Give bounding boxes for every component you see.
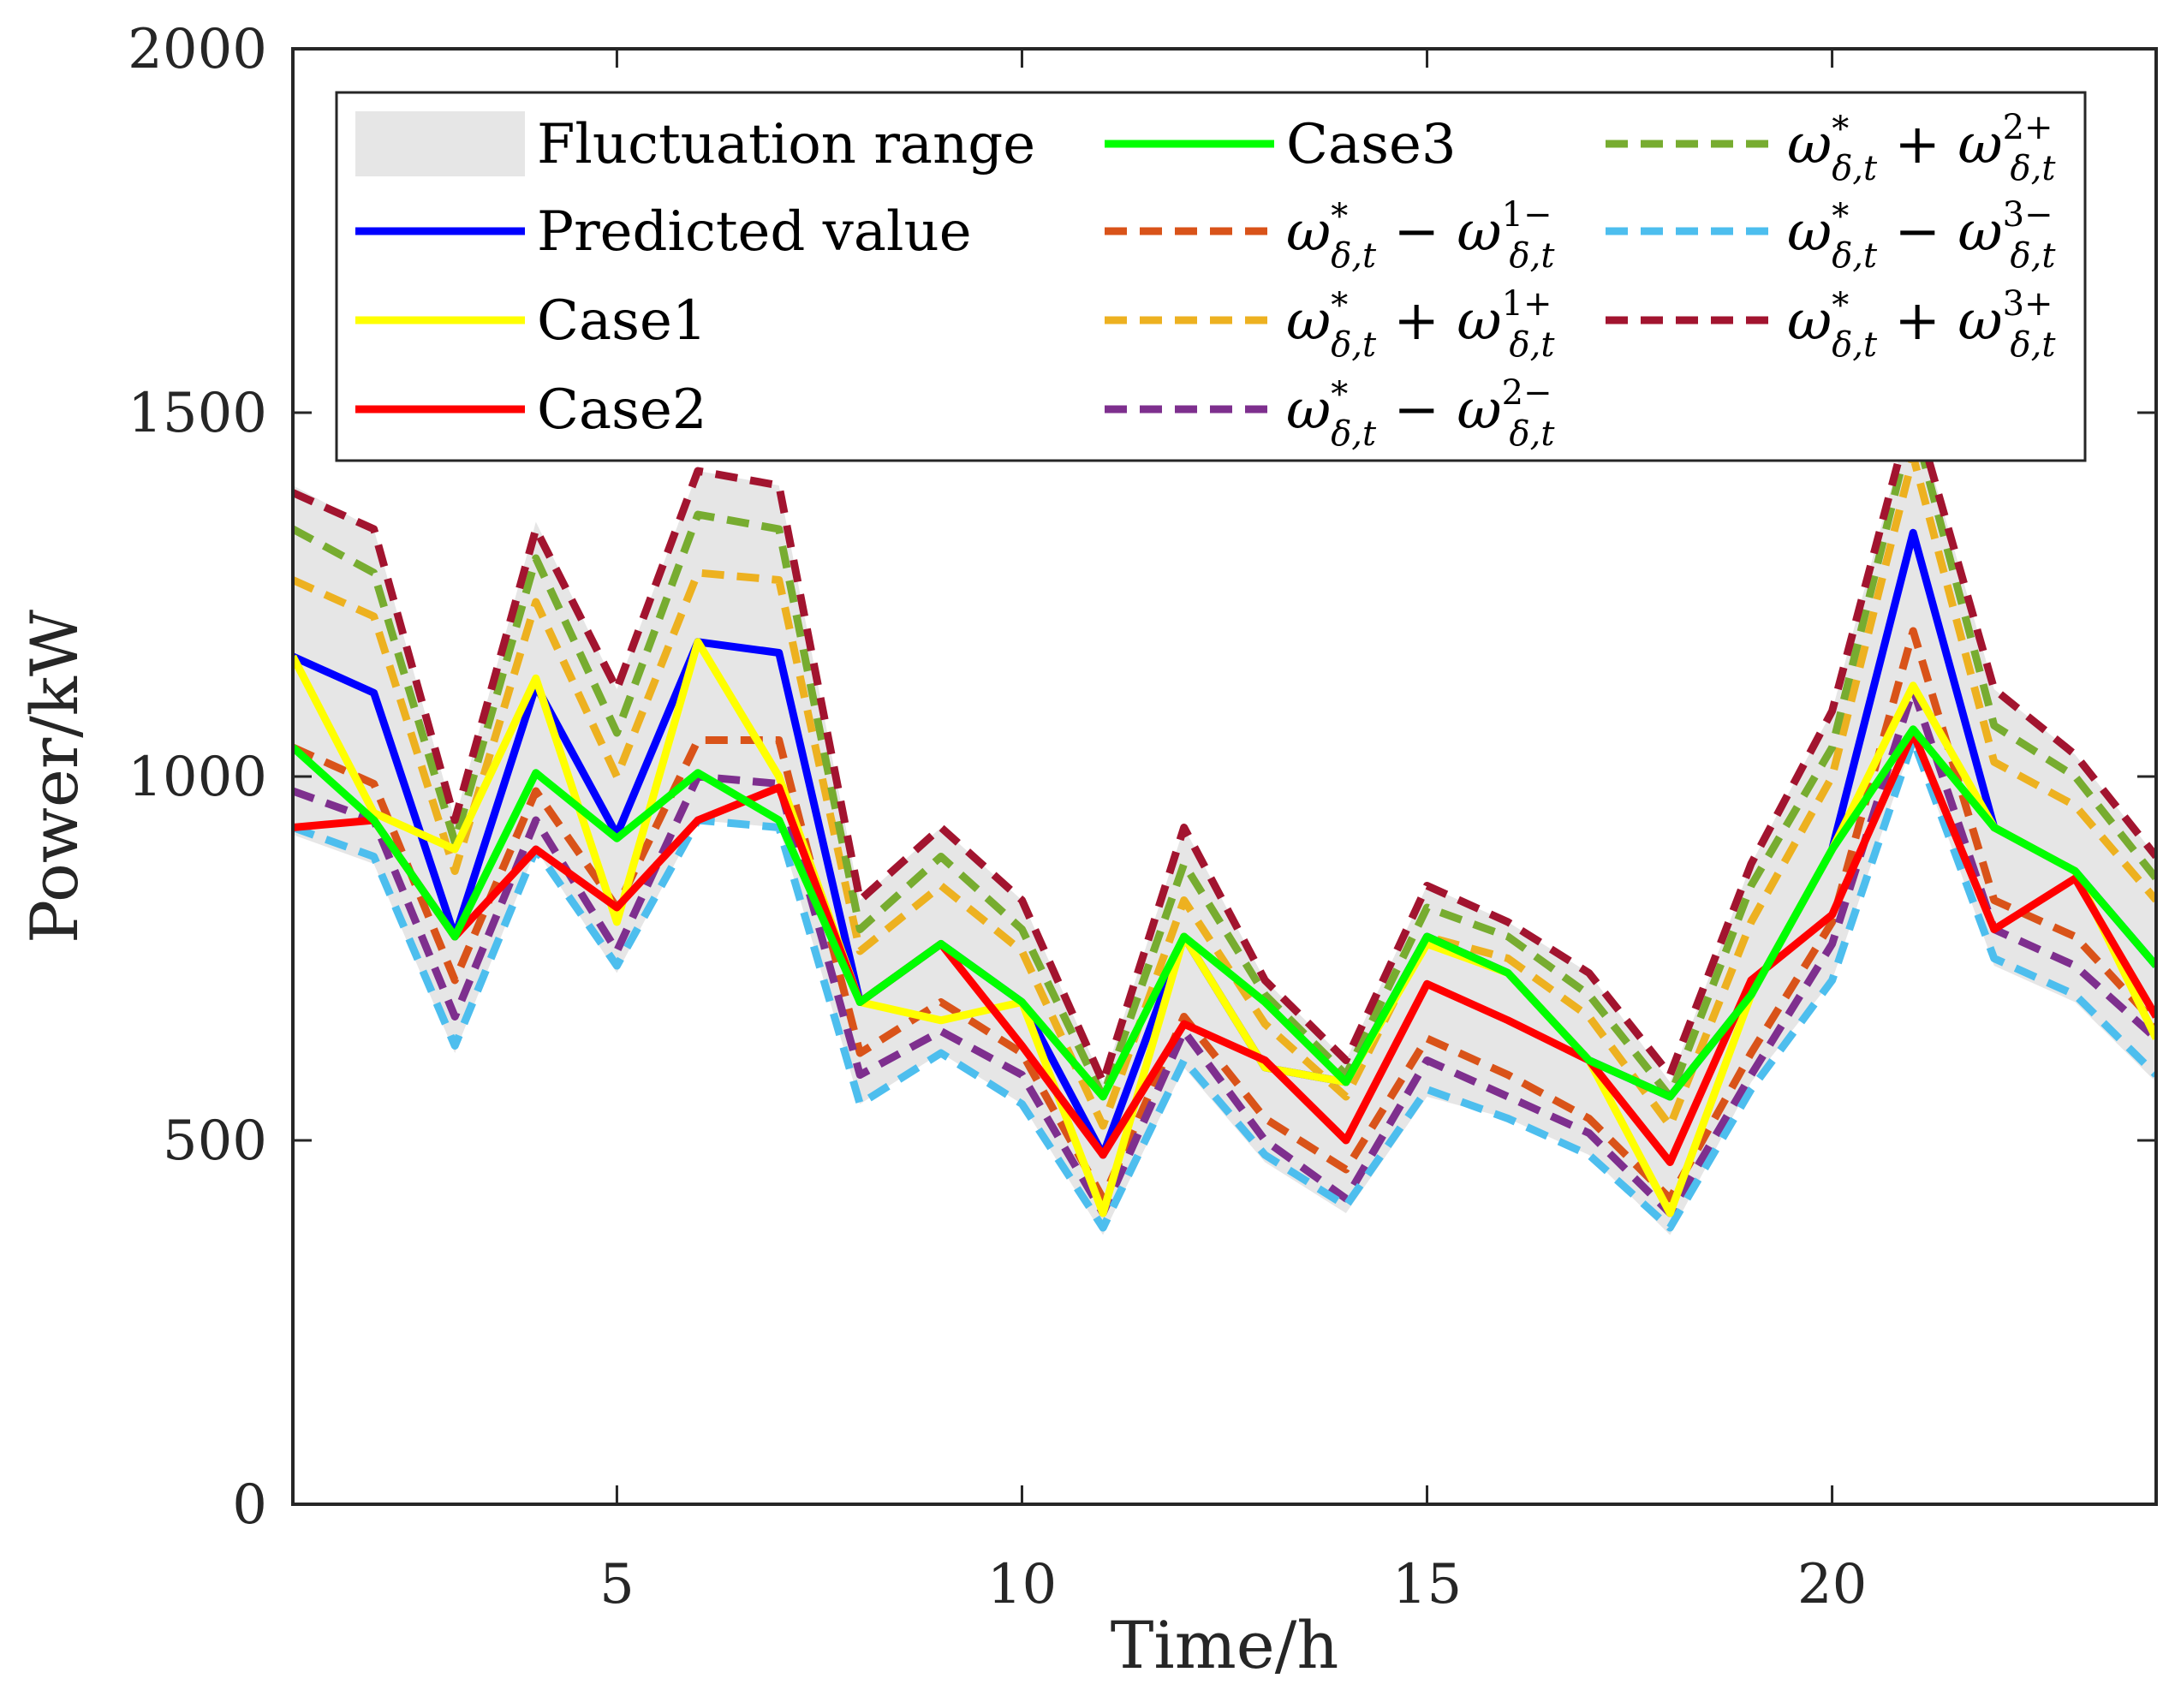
series-line-8: [293, 736, 2156, 1232]
y-tick-label: 1000: [128, 746, 267, 809]
legend-math-label: ω* δ,t + ω2+ δ,t: [1787, 108, 2056, 188]
legend-label: Predicted value: [537, 200, 972, 264]
legend-box: [335, 91, 2087, 462]
series-line-9: [293, 402, 2156, 1086]
series-line-7: [293, 416, 2156, 1101]
x-tick-label: 10: [987, 1553, 1057, 1616]
legend-math-label: ω* δ,t + ω3+ δ,t: [1787, 284, 2056, 365]
legend-label: Case1: [537, 289, 707, 353]
legend-math-label: ω* δ,t − ω3− δ,t: [1787, 195, 2056, 276]
legend-swatch-band: [355, 111, 525, 176]
y-tick-label: 500: [163, 1110, 267, 1173]
series-line-6: [293, 685, 2156, 1217]
x-tick-label: 15: [1392, 1553, 1462, 1616]
series-line-2: [293, 729, 2156, 1166]
x-tick-label: 20: [1797, 1553, 1867, 1616]
legend-math-label: ω* δ,t − ω1− δ,t: [1286, 195, 1555, 276]
legend-math-label: ω* δ,t + ω1+ δ,t: [1286, 284, 1555, 365]
legend-label: Case2: [537, 378, 707, 442]
x-tick-label: 5: [599, 1553, 635, 1616]
y-axis-title: Power/kW: [16, 610, 92, 943]
legend: Fluctuation range Predicted value Case1 Cas…: [335, 91, 2087, 462]
series-line-3: [293, 725, 2156, 1101]
y-tick-label: 0: [232, 1473, 267, 1537]
y-tick-label: 2000: [128, 18, 267, 81]
plot-area: [293, 402, 2156, 1235]
y-tick-label: 1500: [128, 382, 267, 445]
legend-label: Fluctuation range: [537, 113, 1035, 176]
series-line-1: [293, 638, 2156, 1217]
legend-label: Case3: [1286, 113, 1457, 176]
series-line-4: [293, 627, 2156, 1203]
x-axis-title: Time/h: [1111, 1607, 1339, 1683]
legend-math-label: ω* δ,t − ω2− δ,t: [1286, 373, 1555, 454]
series-line-5: [293, 452, 2156, 1130]
axis-ticks: 5 10 15 20 0 500 1000 1500 2000: [128, 18, 2156, 1616]
